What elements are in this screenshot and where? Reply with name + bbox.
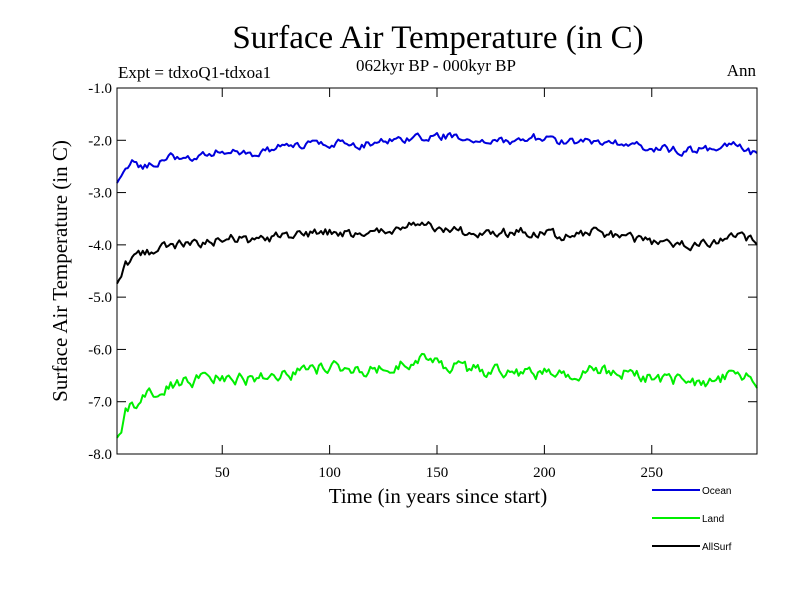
y-tick-label: -8.0 xyxy=(88,447,112,463)
y-tick-label: -3.0 xyxy=(88,186,112,202)
x-tick-label: 150 xyxy=(426,465,449,481)
experiment-label: Expt = tdxoQ1-tdxoa1 xyxy=(118,63,271,82)
legend: Ocean Land AllSurf xyxy=(652,486,732,553)
legend-label: Ocean xyxy=(702,486,731,497)
legend-label: AllSurf xyxy=(702,542,732,553)
y-tick-label: -1.0 xyxy=(88,81,112,97)
y-tick-label: -7.0 xyxy=(88,395,112,411)
x-tick-label: 200 xyxy=(533,465,556,481)
legend-label: Land xyxy=(702,514,724,525)
y-tick-label: -4.0 xyxy=(88,238,112,254)
x-axis: 50 100 150 200 250 xyxy=(215,88,663,481)
chart-title: Surface Air Temperature (in C) xyxy=(232,20,643,56)
plot-lines xyxy=(116,132,758,439)
chart-subtitle: 062kyr BP - 000kyr BP xyxy=(356,56,516,75)
series-line-land xyxy=(116,352,758,439)
series-line-ocean xyxy=(116,132,758,184)
series-line-allsurf xyxy=(116,221,758,285)
y-axis-label: Surface Air Temperature (in C) xyxy=(48,140,72,402)
y-tick-label: -2.0 xyxy=(88,133,112,149)
x-axis-label: Time (in years since start) xyxy=(329,484,548,508)
season-label: Ann xyxy=(727,61,757,80)
plot-frame xyxy=(116,87,758,455)
y-tick-label: -5.0 xyxy=(88,290,112,306)
x-tick-label: 250 xyxy=(641,465,664,481)
y-tick-label: -6.0 xyxy=(88,342,112,358)
y-axis: -1.0 -2.0 -3.0 -4.0 -5.0 -6.0 -7.0 -8.0 xyxy=(88,81,757,463)
x-tick-label: 100 xyxy=(318,465,341,481)
x-tick-label: 50 xyxy=(215,465,230,481)
